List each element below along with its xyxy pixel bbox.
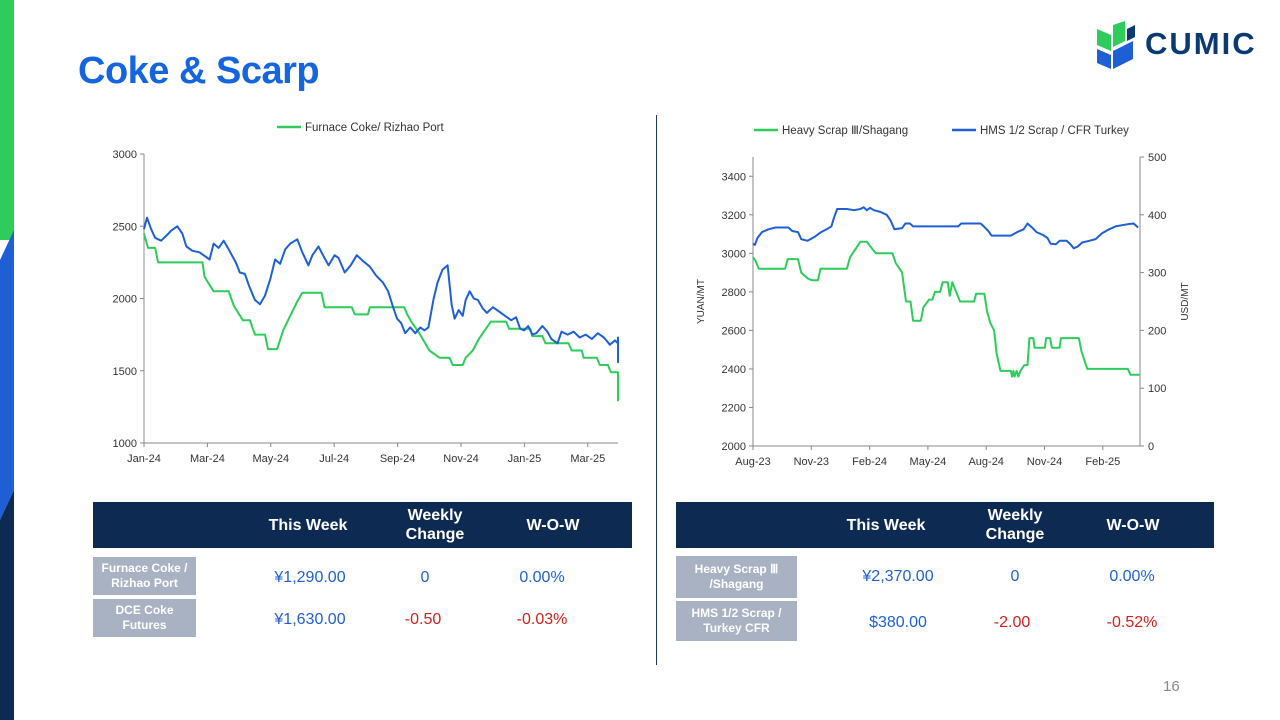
weekly-change-value: -0.50 [404, 611, 442, 628]
y2-tick-label: 200 [1148, 325, 1166, 337]
legend-label: HMS 1/2 Scrap / CFR Turkey [980, 125, 1129, 137]
table-header: This Week Weekly Change W-O-W [93, 502, 632, 548]
x-tick-label: Feb-25 [1085, 456, 1120, 468]
y2-tick-label: 400 [1148, 210, 1166, 222]
this-week-value: ¥1,630.00 [274, 611, 346, 628]
y2-axis-title: USD/MT [1180, 282, 1191, 320]
x-tick-label: Jan-24 [127, 453, 161, 465]
y-tick-label: 3000 [113, 149, 137, 161]
header-wow: W-O-W [1106, 517, 1160, 534]
series-line [143, 216, 619, 364]
wow-value: -0.52% [1106, 614, 1158, 631]
header-weekly-change: Weekly Change [405, 507, 465, 543]
page-title: Coke & Scarp [78, 50, 320, 92]
cumic-logo: CUMIC [1097, 21, 1257, 71]
y-tick-label: 1500 [113, 366, 137, 378]
section-divider [656, 115, 657, 665]
header-this-week: This Week [268, 517, 348, 534]
this-week-value: ¥1,290.00 [274, 569, 346, 586]
x-tick-label: Nov-24 [443, 453, 478, 465]
page-number: 16 [1163, 678, 1180, 695]
y-axis-title: YUAN/MT [696, 279, 707, 324]
y-tick-label: 3200 [722, 210, 746, 222]
y-tick-label: 1000 [113, 438, 137, 450]
logo-text: CUMIC [1145, 26, 1257, 61]
this-week-value: ¥2,370.00 [862, 568, 934, 585]
logo-mark-icon [1097, 21, 1135, 69]
y-tick-label: 2000 [722, 441, 746, 453]
coke-price-chart: 1000 1500 2000 2500 3000 Jan-24 Mar-24 May-24 Ju… [113, 122, 619, 465]
table-header: This Week Weekly Change W-O-W [676, 502, 1214, 548]
header-this-week: This Week [846, 517, 926, 534]
y-tick-label: 2400 [722, 364, 746, 376]
row-label: Heavy Scrap Ⅲ /Shagang [676, 556, 797, 598]
x-tick-label: Mar-25 [570, 453, 605, 465]
this-week-value: $380.00 [869, 614, 927, 631]
legend-label: Furnace Coke/ Rizhao Port [305, 122, 445, 134]
x-tick-label: Mar-24 [190, 453, 225, 465]
y2-tick-label: 500 [1148, 152, 1166, 164]
weekly-change-value: 0 [420, 569, 430, 586]
series-line [143, 233, 619, 402]
legend-label: Heavy Scrap Ⅲ/Shagang [782, 125, 908, 137]
wow-value: -0.03% [516, 611, 568, 628]
y2-tick-label: 300 [1148, 268, 1166, 280]
scrap-price-chart: 2000 2200 2400 2600 2800 3000 3200 3400 0 100 200 3… [696, 125, 1191, 468]
y-tick-label: 3000 [722, 248, 746, 260]
header-wow: W-O-W [526, 517, 580, 534]
x-tick-label: Aug-24 [968, 456, 1003, 468]
weekly-change-value: -2.00 [993, 614, 1031, 631]
y-tick-label: 2500 [113, 221, 137, 233]
header-weekly-change: Weekly Change [985, 507, 1045, 543]
row-label: DCE Coke Futures [93, 599, 196, 637]
x-tick-label: Nov-23 [794, 456, 829, 468]
x-tick-label: May-24 [910, 456, 947, 468]
wow-value: 0.00% [1109, 568, 1155, 585]
x-tick-label: Nov-24 [1027, 456, 1062, 468]
x-tick-label: Feb-24 [852, 456, 887, 468]
x-tick-label: Aug-23 [735, 456, 770, 468]
y-tick-label: 2000 [113, 294, 137, 306]
wow-value: 0.00% [519, 569, 565, 586]
y-tick-label: 2200 [722, 402, 746, 414]
y-tick-label: 2800 [722, 287, 746, 299]
y2-tick-label: 100 [1148, 383, 1166, 395]
row-label: HMS 1/2 Scrap / Turkey CFR [676, 601, 797, 641]
accent-stripe [0, 0, 14, 720]
x-tick-label: Jan-25 [508, 453, 542, 465]
x-tick-label: May-24 [252, 453, 289, 465]
y2-tick-label: 0 [1148, 441, 1154, 453]
series-line [752, 206, 1139, 250]
y-tick-label: 2600 [722, 325, 746, 337]
series-line [752, 240, 1140, 378]
y-tick-label: 3400 [722, 171, 746, 183]
row-label: Furnace Coke / Rizhao Port [93, 557, 196, 595]
weekly-change-value: 0 [1010, 568, 1020, 585]
x-tick-label: Jul-24 [319, 453, 349, 465]
x-tick-label: Sep-24 [380, 453, 415, 465]
